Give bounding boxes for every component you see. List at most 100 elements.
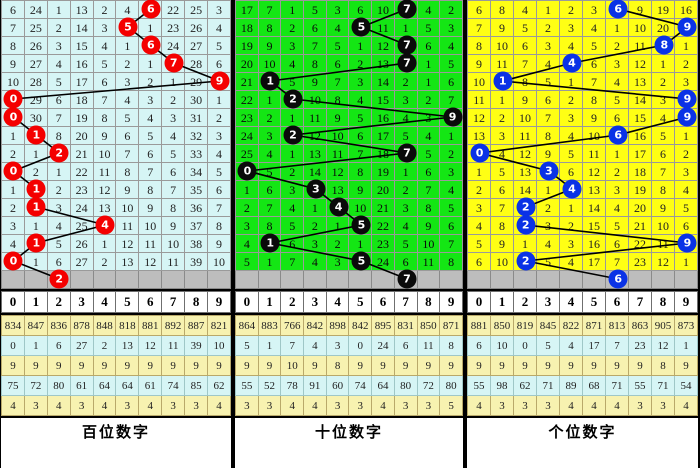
digit-header-cell[interactable]: 5 xyxy=(115,291,140,313)
table-row: 1122312987356 xyxy=(1,180,231,199)
digit-header-cell[interactable]: 1 xyxy=(257,291,282,313)
digit-header-cell[interactable]: 9 xyxy=(674,291,698,313)
grid-cell: 9 xyxy=(490,234,514,253)
grid-cell: 12 xyxy=(325,162,350,181)
digit-header-cell[interactable]: 8 xyxy=(184,291,209,313)
grid-cell: 7 xyxy=(303,36,327,55)
grid-cell: 1 xyxy=(138,54,163,73)
stat-cell: 9 xyxy=(467,355,491,376)
digit-header-cell[interactable]: 6 xyxy=(371,291,395,313)
grid-cell: 6 xyxy=(138,144,163,163)
grid-cell: 3 xyxy=(92,18,117,37)
grid-cell: 8 xyxy=(1,36,25,55)
digit-header-cell[interactable]: 9 xyxy=(439,291,463,313)
grid-cell: 25 xyxy=(184,0,209,19)
grid-cell: 34 xyxy=(184,162,209,181)
stat-cell: 64 xyxy=(92,375,117,396)
digit-header-cell[interactable]: 7 xyxy=(628,291,652,313)
grid-cell: 4 xyxy=(559,54,583,73)
grid-cell: 8 xyxy=(207,216,231,235)
digit-header-cell[interactable]: 5 xyxy=(582,291,606,313)
stat-row: 5 1 7 4 3 0 24 6 11 8 xyxy=(235,335,463,356)
digit-header-cell[interactable]: 8 xyxy=(416,291,441,313)
digit-header-cell[interactable]: 7 xyxy=(161,291,186,313)
grid-cell: 4 xyxy=(674,180,698,199)
digit-header-cell[interactable]: 1 xyxy=(490,291,514,313)
grid-cell: 11 xyxy=(303,108,327,127)
digit-header-cell[interactable]: 3 xyxy=(69,291,94,313)
grid-cell: 33 xyxy=(184,144,209,163)
grid-cell: 4 xyxy=(416,126,441,145)
grid-cell: 30 xyxy=(184,90,209,109)
digit-header-cell[interactable]: 0 xyxy=(235,291,259,313)
digit-header-cell[interactable]: 9 xyxy=(207,291,231,313)
grid-cell: 6 xyxy=(1,0,25,19)
grid-cell: 6 xyxy=(207,180,231,199)
digit-header-cell[interactable]: 4 xyxy=(92,291,117,313)
digit-header-cell[interactable]: 7 xyxy=(393,291,418,313)
digit-header-cell[interactable]: 2 xyxy=(46,291,71,313)
digit-header-cell[interactable]: 6 xyxy=(138,291,163,313)
grid-cell: 8 xyxy=(257,18,282,37)
digit-header-cell[interactable]: 0 xyxy=(467,291,491,313)
grid-cell: 23 xyxy=(235,108,259,127)
grid-cell: 4 xyxy=(207,144,231,163)
grid-cell: 11 xyxy=(490,54,514,73)
grid-cell: 25 xyxy=(69,216,94,235)
grid-cell: 2 xyxy=(439,0,463,19)
digit-header-cell[interactable]: 2 xyxy=(280,291,305,313)
grid-cell: 5 xyxy=(303,0,327,19)
table-row: 118209654323 xyxy=(1,126,231,145)
grid-cell: 17 xyxy=(69,72,94,91)
stat-cell: 4 xyxy=(92,395,117,416)
stat-cell: 905 xyxy=(651,315,675,336)
grid-cell: 3 xyxy=(393,90,418,109)
grid-cell: 1 xyxy=(257,234,282,253)
grid-cell: 10 xyxy=(348,198,373,217)
digit-header-cell[interactable]: 2 xyxy=(513,291,537,313)
digit-header-cell[interactable]: 0 xyxy=(1,291,25,313)
stat-cell: 71 xyxy=(536,375,560,396)
grid-cell: 12 xyxy=(651,252,675,271)
grid-cell: 7 xyxy=(280,252,305,271)
grid-cell: 11 xyxy=(138,234,163,253)
grid-cell: 6 xyxy=(161,162,186,181)
grid-cell: 2 xyxy=(513,216,537,235)
grid-cell: 22 xyxy=(69,162,94,181)
stat-cell: 9 xyxy=(115,355,140,376)
digit-header-cell[interactable]: 8 xyxy=(651,291,675,313)
grid-cell: 6 xyxy=(467,0,491,19)
digit-header-cell[interactable]: 4 xyxy=(559,291,583,313)
grid-cell: 13 xyxy=(467,126,491,145)
digit-header-cell[interactable]: 4 xyxy=(325,291,350,313)
digit-header-cell[interactable]: 1 xyxy=(23,291,48,313)
digit-header-cell[interactable]: 6 xyxy=(605,291,629,313)
stat-cell: 845 xyxy=(536,315,560,336)
grid-cell: 3 xyxy=(393,198,418,217)
grid-cell: 8 xyxy=(651,36,675,55)
grid-cell-empty xyxy=(582,270,606,289)
grid-cell: 5 xyxy=(536,72,560,91)
stat-row: 9 9 10 9 8 9 9 9 9 9 xyxy=(235,355,463,376)
grid-cell: 9 xyxy=(207,234,231,253)
grid-cell-empty xyxy=(1,270,25,289)
digit-header-cell[interactable]: 3 xyxy=(303,291,327,313)
digit-header-cell[interactable]: 3 xyxy=(536,291,560,313)
grid-cell: 6 xyxy=(439,72,463,91)
stat-cell: 9 xyxy=(674,355,698,376)
stat-cell: 4 xyxy=(467,395,491,416)
grid-cell: 4 xyxy=(416,0,441,19)
stat-cell: 39 xyxy=(184,335,209,356)
grid-cell: 9 xyxy=(439,108,463,127)
grid-cell: 9 xyxy=(651,198,675,217)
stat-cell: 4 xyxy=(559,395,583,416)
grid-cell-empty xyxy=(467,270,491,289)
grid-cell: 4 xyxy=(513,0,537,19)
digit-header-cell[interactable]: 5 xyxy=(348,291,373,313)
grid-cell: 0 xyxy=(467,144,491,163)
grid-cell: 5 xyxy=(348,108,373,127)
stat-cell: 0 xyxy=(513,335,537,356)
stat-cell: 4 xyxy=(280,395,305,416)
table-row: 416321235107 xyxy=(235,234,463,253)
grid-cell: 6 xyxy=(559,162,583,181)
